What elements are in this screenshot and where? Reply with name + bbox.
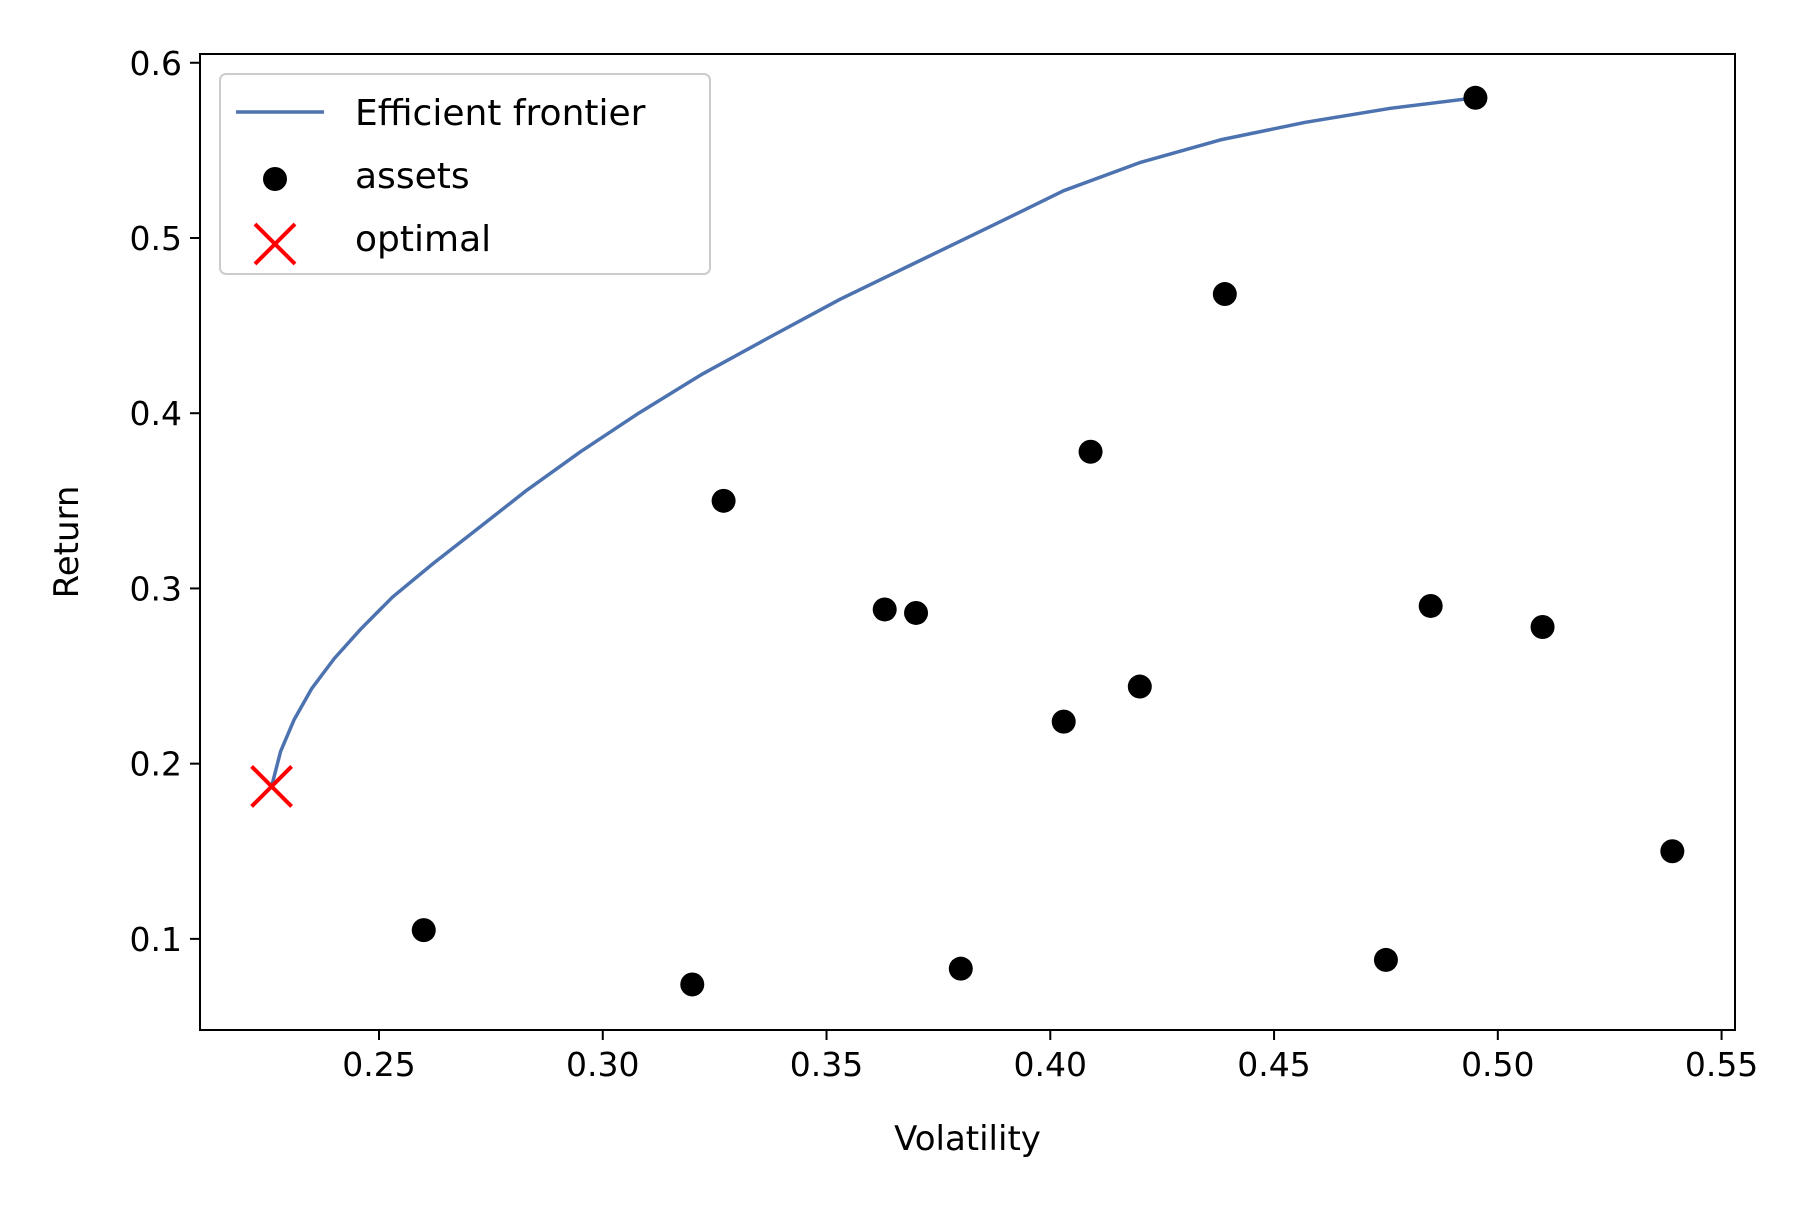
asset-point bbox=[1051, 709, 1076, 734]
x-tick-label: 0.40 bbox=[1014, 1045, 1087, 1084]
y-tick-label: 0.5 bbox=[130, 219, 182, 258]
legend-swatch-x bbox=[253, 222, 297, 266]
asset-point bbox=[1127, 674, 1152, 699]
optimal-marker-stroke bbox=[250, 765, 294, 808]
x-axis-label: Volatility bbox=[894, 1119, 1041, 1159]
asset-point bbox=[711, 488, 736, 513]
asset-point bbox=[948, 956, 973, 981]
axes: 0.25 0.30 0.35 0.40 0.45 0.50 0.55 0.1 0.2 0.3 0.4… bbox=[47, 44, 1758, 1159]
legend-swatch-dot bbox=[263, 167, 287, 191]
asset-point bbox=[1373, 947, 1398, 972]
y-axis-label: Return bbox=[47, 486, 87, 599]
legend-box bbox=[219, 73, 711, 275]
asset-point bbox=[1463, 85, 1488, 110]
y-tick-label: 0.3 bbox=[130, 569, 182, 608]
asset-point bbox=[1078, 439, 1103, 464]
asset-point bbox=[1530, 614, 1555, 639]
y-tick-label: 0.4 bbox=[130, 394, 182, 433]
x-tick-label: 0.30 bbox=[566, 1045, 639, 1084]
plot-frame bbox=[199, 53, 1736, 1031]
x-tick-label: 0.55 bbox=[1685, 1045, 1758, 1084]
x-tick-label: 0.35 bbox=[790, 1045, 863, 1084]
legend-label: assets bbox=[355, 156, 470, 197]
asset-point bbox=[1660, 839, 1685, 864]
x-tick-label: 0.45 bbox=[1237, 1045, 1310, 1084]
y-tick-label: 0.2 bbox=[130, 745, 182, 784]
optimal-marker bbox=[250, 765, 294, 808]
asset-point bbox=[872, 597, 897, 622]
legend-label: Efficient frontier bbox=[355, 93, 646, 134]
legend-label: optimal bbox=[355, 219, 491, 260]
asset-point bbox=[680, 972, 705, 997]
asset-point bbox=[411, 918, 436, 943]
asset-point bbox=[904, 600, 929, 625]
x-tick-label: 0.50 bbox=[1461, 1045, 1534, 1084]
y-tick-label: 0.6 bbox=[130, 44, 182, 83]
asset-point bbox=[1212, 282, 1237, 307]
plot-area bbox=[250, 85, 1685, 997]
efficient-frontier-line bbox=[269, 96, 1478, 789]
asset-point bbox=[1418, 593, 1443, 618]
x-tick-label: 0.25 bbox=[342, 1045, 415, 1084]
legend: Efficient frontier assets optimal bbox=[219, 73, 711, 275]
y-tick-label: 0.1 bbox=[130, 920, 182, 959]
